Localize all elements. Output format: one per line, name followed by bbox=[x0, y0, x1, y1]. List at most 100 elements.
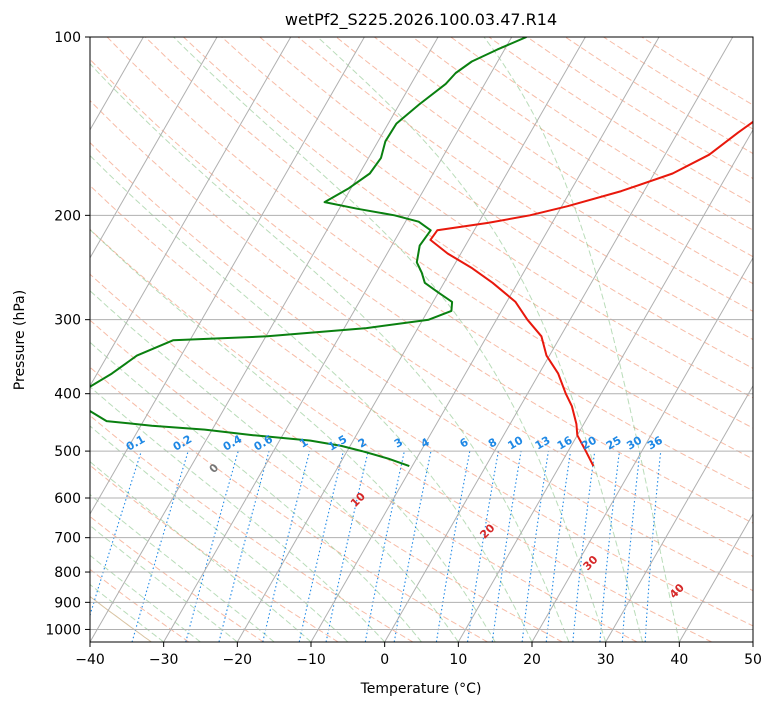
dry-adiabat-line bbox=[90, 366, 488, 642]
x-tick-label: 0 bbox=[380, 652, 389, 668]
isotherm-grid bbox=[0, 37, 753, 642]
mixing-ratio-line bbox=[364, 450, 405, 642]
mixing-ratio-line bbox=[621, 451, 641, 642]
mixing-ratio-line bbox=[644, 451, 662, 642]
y-tick-label: 900 bbox=[54, 595, 81, 611]
dry-adiabat-line bbox=[641, 37, 753, 106]
mixing-ratio-line bbox=[466, 450, 499, 642]
dry-adiabat-line bbox=[90, 273, 638, 642]
moist-adiabat-line bbox=[483, 37, 680, 642]
isotherm-gridline bbox=[752, 640, 753, 642]
mixing-ratio-line bbox=[435, 450, 471, 642]
x-tick-label: −10 bbox=[296, 652, 326, 668]
mixing-ratio-line bbox=[545, 451, 572, 642]
y-tick-label: 500 bbox=[54, 444, 81, 460]
y-tick-label: 700 bbox=[54, 531, 81, 547]
dry-adiabat-line bbox=[90, 58, 753, 524]
y-tick-label: 1000 bbox=[45, 622, 81, 638]
mixing-ratio-label: 13 bbox=[533, 434, 553, 453]
mixing-ratio-label: 36 bbox=[645, 433, 665, 452]
moist-adiabat-label: 10 bbox=[348, 490, 368, 510]
mixing-ratio-line bbox=[218, 450, 270, 642]
dry-adiabat-line bbox=[412, 37, 753, 258]
mixing-ratio-lines bbox=[90, 450, 662, 642]
x-tick-label: −30 bbox=[149, 652, 179, 668]
mixing-ratio-line bbox=[185, 450, 239, 642]
x-tick-label: 50 bbox=[744, 652, 762, 668]
isotherm-gridline bbox=[0, 37, 70, 642]
dry-adiabat-line bbox=[90, 515, 264, 642]
dry-adiabat-line bbox=[90, 319, 563, 642]
dry-adiabat-line bbox=[90, 414, 414, 642]
plot-frame bbox=[89, 36, 754, 643]
isotherm-gridline bbox=[90, 37, 292, 387]
y-tick-label: 600 bbox=[54, 491, 81, 507]
profile-series bbox=[90, 37, 753, 468]
mixing-ratio-label: 20 bbox=[579, 433, 599, 452]
x-tick-label: 20 bbox=[523, 652, 541, 668]
moist-adiabats bbox=[90, 37, 680, 642]
moist-adiabat-line bbox=[317, 37, 643, 642]
isotherm-gridline bbox=[163, 37, 513, 642]
moist-adiabat-line bbox=[90, 524, 238, 642]
dry-adiabat-line bbox=[183, 37, 753, 429]
isotherm-gridline bbox=[457, 128, 753, 642]
dry-adiabat-line bbox=[603, 37, 753, 130]
mixing-ratio-label: 10 bbox=[505, 433, 525, 452]
mixing-ratio-label: 16 bbox=[555, 433, 575, 452]
dry-adiabat-line bbox=[450, 37, 753, 231]
mixing-ratio-label: 1.5 bbox=[326, 433, 349, 454]
moist-adiabat-line bbox=[90, 493, 275, 642]
y-axis-label: Pressure (hPa) bbox=[12, 290, 28, 390]
isotherm-gridline bbox=[236, 37, 586, 642]
mixing-ratio-line bbox=[491, 450, 522, 642]
mixing-ratio-label: 6 bbox=[458, 435, 471, 450]
isotherm-gridline bbox=[384, 37, 734, 642]
isotherm-gridline bbox=[678, 512, 753, 642]
x-tick-label: 30 bbox=[597, 652, 615, 668]
plot-area: -100-90-80-70-60-50-40-30-20-100.10.20.4… bbox=[0, 37, 753, 642]
isotherm-gridline bbox=[531, 256, 753, 642]
y-tick-label: 300 bbox=[54, 313, 81, 329]
moist-adiabat-line bbox=[90, 154, 533, 642]
y-tick-label: 400 bbox=[54, 387, 81, 403]
dry-adiabat-line bbox=[90, 141, 753, 592]
x-tick-label: −40 bbox=[75, 652, 105, 668]
dry-adiabat-line bbox=[297, 37, 753, 341]
moist-adiabat-line bbox=[173, 37, 607, 642]
mixing-ratio-line bbox=[393, 450, 432, 642]
mixing-ratio-label: 0.1 bbox=[124, 433, 147, 454]
mixing-ratio-label: 4 bbox=[419, 435, 432, 450]
mixing-ratio-label: 30 bbox=[624, 433, 644, 452]
moist-adiabat-line bbox=[90, 341, 422, 642]
isotherm-gridline bbox=[310, 37, 660, 642]
mixing-ratio-line bbox=[325, 450, 369, 642]
isotherm-gridline bbox=[90, 37, 218, 259]
mixing-ratio-label: 2 bbox=[356, 436, 369, 451]
mixing-ratio-line bbox=[572, 451, 596, 642]
mixing-ratio-label: 0.4 bbox=[221, 432, 245, 453]
mixing-ratio-line bbox=[131, 450, 189, 642]
dry-adiabat-line bbox=[90, 464, 339, 642]
x-tick-label: 10 bbox=[449, 652, 467, 668]
moist-adiabat-label: 0 bbox=[207, 461, 222, 476]
mixing-ratio-line bbox=[298, 450, 344, 642]
mixing-ratio-line bbox=[521, 451, 549, 642]
dewpoint-line bbox=[90, 37, 527, 468]
moist-adiabat-line bbox=[90, 554, 201, 642]
mixing-ratio-line bbox=[599, 451, 621, 642]
dry-adiabat-line bbox=[90, 184, 753, 627]
dry-adiabat-line bbox=[90, 228, 712, 642]
dry-adiabat-line bbox=[106, 37, 753, 492]
chart-title: wetPf2_S225.2026.100.03.47.R14 bbox=[285, 10, 557, 30]
dry-adiabat-line bbox=[335, 37, 753, 312]
reference-adiabat-line bbox=[90, 595, 152, 642]
mixing-ratio-label: 0.2 bbox=[171, 433, 194, 454]
line-labels: -100-90-80-70-60-50-40-30-20-100.10.20.4… bbox=[124, 432, 687, 601]
y-tick-label: 100 bbox=[54, 30, 81, 46]
moist-adiabat-line bbox=[90, 583, 164, 642]
moist-adiabat-label: 20 bbox=[477, 521, 497, 541]
moist-adiabat-line bbox=[90, 228, 496, 642]
mixing-ratio-label: 1 bbox=[297, 436, 310, 451]
moist-adiabat-line bbox=[90, 386, 386, 642]
